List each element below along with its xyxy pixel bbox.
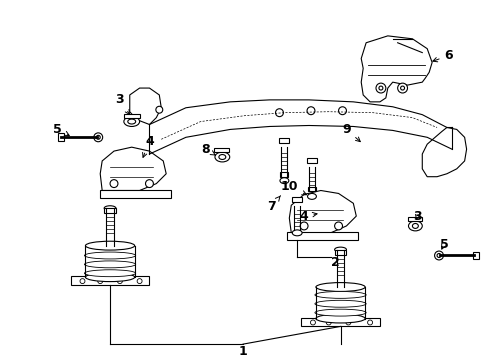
Circle shape: [400, 86, 404, 90]
Bar: [307, 186, 315, 192]
Ellipse shape: [96, 135, 100, 139]
Text: 5: 5: [439, 238, 447, 251]
Ellipse shape: [334, 247, 346, 252]
Ellipse shape: [215, 152, 229, 162]
Circle shape: [338, 107, 346, 114]
Bar: [306, 158, 316, 163]
Text: 3: 3: [115, 93, 129, 114]
Bar: [301, 318, 379, 327]
Bar: [287, 232, 358, 240]
Circle shape: [117, 279, 122, 284]
Ellipse shape: [436, 253, 440, 257]
Text: 2: 2: [330, 256, 339, 269]
Bar: [334, 249, 346, 255]
Bar: [104, 208, 116, 213]
Ellipse shape: [219, 154, 225, 159]
Circle shape: [310, 320, 315, 325]
Ellipse shape: [123, 117, 139, 126]
Ellipse shape: [85, 273, 134, 282]
Circle shape: [375, 83, 385, 93]
Text: 9: 9: [342, 123, 360, 141]
Circle shape: [110, 180, 118, 188]
Text: 5: 5: [53, 123, 69, 136]
Text: 8: 8: [201, 143, 215, 156]
Polygon shape: [422, 127, 466, 177]
Circle shape: [325, 320, 330, 325]
Bar: [58, 133, 63, 141]
Ellipse shape: [314, 309, 366, 316]
Ellipse shape: [84, 261, 135, 268]
Polygon shape: [361, 36, 431, 102]
Circle shape: [397, 83, 407, 93]
Circle shape: [378, 86, 382, 90]
Bar: [292, 197, 302, 202]
Polygon shape: [100, 147, 166, 190]
Ellipse shape: [104, 206, 116, 211]
Bar: [71, 276, 149, 285]
Text: 1: 1: [238, 345, 247, 357]
Ellipse shape: [315, 283, 365, 292]
Circle shape: [156, 106, 163, 113]
Circle shape: [345, 320, 350, 325]
Bar: [123, 114, 139, 118]
Ellipse shape: [314, 292, 366, 298]
Ellipse shape: [315, 314, 365, 323]
Ellipse shape: [307, 193, 316, 199]
Bar: [280, 172, 288, 177]
Ellipse shape: [94, 133, 102, 142]
Bar: [407, 217, 422, 221]
Ellipse shape: [407, 221, 422, 231]
Text: 10: 10: [280, 180, 306, 195]
Ellipse shape: [292, 230, 302, 236]
Ellipse shape: [314, 300, 366, 307]
Circle shape: [145, 180, 153, 188]
Ellipse shape: [85, 241, 134, 250]
Bar: [472, 252, 478, 260]
Circle shape: [80, 279, 85, 284]
Circle shape: [98, 279, 102, 284]
Text: 4: 4: [142, 135, 154, 157]
Bar: [100, 190, 171, 198]
Circle shape: [306, 107, 314, 114]
Text: 4: 4: [299, 210, 316, 222]
Ellipse shape: [411, 224, 417, 228]
Circle shape: [367, 320, 372, 325]
Circle shape: [300, 222, 307, 230]
Circle shape: [137, 279, 142, 284]
Ellipse shape: [84, 252, 135, 259]
Bar: [214, 148, 229, 152]
Polygon shape: [129, 88, 161, 125]
Text: 6: 6: [432, 49, 452, 62]
Bar: [279, 138, 289, 143]
Ellipse shape: [84, 270, 135, 277]
Circle shape: [334, 222, 342, 230]
Text: 7: 7: [266, 196, 280, 213]
Ellipse shape: [127, 119, 135, 124]
Circle shape: [275, 109, 283, 117]
Text: 3: 3: [412, 210, 421, 222]
Ellipse shape: [280, 178, 288, 184]
Polygon shape: [289, 190, 356, 233]
Ellipse shape: [434, 251, 443, 260]
